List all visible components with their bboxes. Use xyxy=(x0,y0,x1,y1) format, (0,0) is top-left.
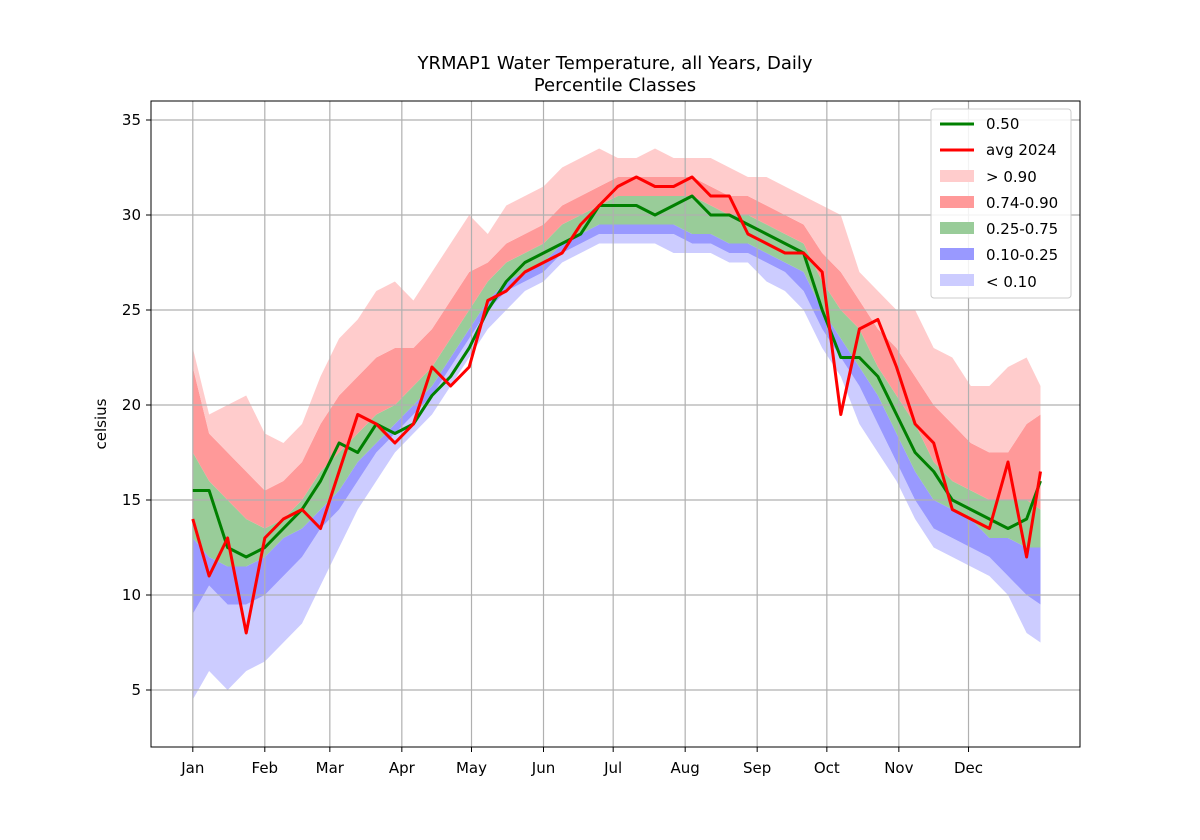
legend-swatch-below-10 xyxy=(940,274,974,286)
x-tick-label-dec: Dec xyxy=(954,759,983,777)
x-axis: Jan Feb Mar Apr May Jun Jul Aug Sep Oct Nov Dec xyxy=(180,747,983,777)
legend-swatch-above-90 xyxy=(940,170,974,182)
chart-title: YRMAP1 Water Temperature, all Years, Dai… xyxy=(417,53,813,74)
y-axis: 5 10 15 20 25 30 35 xyxy=(122,111,151,699)
legend-label-median: 0.50 xyxy=(986,115,1019,133)
y-tick-label-5: 5 xyxy=(131,681,141,699)
x-tick-label-jul: Jul xyxy=(603,759,622,777)
grid-lines xyxy=(151,101,1080,747)
x-tick-label-jun: Jun xyxy=(531,759,555,777)
x-tick-label-mar: Mar xyxy=(316,759,345,777)
y-tick-label-25: 25 xyxy=(122,301,141,319)
legend: 0.50 avg 2024 > 0.90 0.74-0.90 0.25-0.75… xyxy=(930,108,1072,299)
legend-label-25-75: 0.25-0.75 xyxy=(986,220,1058,238)
y-tick-label-20: 20 xyxy=(122,396,141,414)
x-tick-label-sep: Sep xyxy=(743,759,771,777)
band-25-75 xyxy=(192,196,1041,567)
legend-swatch-25-75 xyxy=(940,222,974,234)
x-tick-label-nov: Nov xyxy=(884,759,913,777)
legend-label-avg-2024: avg 2024 xyxy=(986,141,1057,159)
chart-subtitle: Percentile Classes xyxy=(534,75,696,96)
band-below-10 xyxy=(192,234,1041,700)
legend-label-74-90: 0.74-0.90 xyxy=(986,194,1058,212)
y-tick-label-35: 35 xyxy=(122,111,141,129)
x-tick-label-aug: Aug xyxy=(671,759,700,777)
legend-swatch-10-25 xyxy=(940,248,974,260)
x-tick-label-may: May xyxy=(456,759,487,777)
legend-label-below-10: < 0.10 xyxy=(986,273,1037,291)
series-lines xyxy=(191,175,1042,635)
x-tick-label-jan: Jan xyxy=(180,759,204,777)
band-74-90 xyxy=(192,177,1041,529)
legend-swatch-74-90 xyxy=(940,196,974,208)
plot-frame xyxy=(150,100,1081,748)
legend-label-10-25: 0.10-0.25 xyxy=(986,246,1058,264)
series-line-avg-2024 xyxy=(191,175,1042,635)
x-tick-label-apr: Apr xyxy=(389,759,416,777)
x-tick-label-feb: Feb xyxy=(252,759,279,777)
x-tick-label-oct: Oct xyxy=(814,759,840,777)
band-above-90 xyxy=(192,148,1041,491)
y-tick-label-15: 15 xyxy=(122,491,141,509)
y-axis-label: celsius xyxy=(92,398,110,449)
y-tick-label-30: 30 xyxy=(122,206,141,224)
y-tick-label-10: 10 xyxy=(122,586,141,604)
series-line-median xyxy=(192,194,1042,559)
legend-label-above-90: > 0.90 xyxy=(986,168,1037,186)
